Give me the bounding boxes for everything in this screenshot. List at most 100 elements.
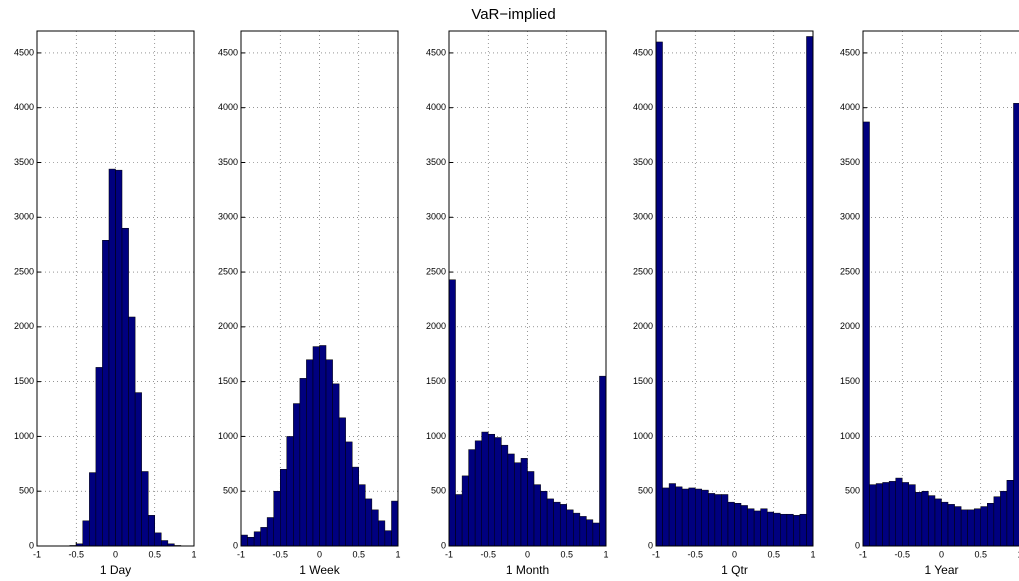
bar bbox=[747, 508, 755, 547]
x-axis-label: 1 Month bbox=[506, 563, 549, 577]
bar bbox=[721, 494, 729, 547]
bar bbox=[391, 500, 399, 547]
bar bbox=[599, 375, 607, 547]
y-tick-label: 3000 bbox=[633, 212, 653, 222]
y-tick-label: 3000 bbox=[218, 212, 238, 222]
y-tick-label: 2500 bbox=[840, 266, 860, 276]
bar bbox=[701, 489, 709, 547]
y-tick-label: 2000 bbox=[840, 321, 860, 331]
bar bbox=[727, 501, 735, 547]
bar bbox=[95, 367, 103, 547]
bar bbox=[533, 484, 541, 547]
bar bbox=[662, 487, 670, 547]
axes-box bbox=[655, 30, 814, 547]
y-tick-label: 2000 bbox=[633, 321, 653, 331]
x-tick-label: -0.5 bbox=[272, 549, 288, 559]
x-tick-label: -0.5 bbox=[687, 549, 703, 559]
bar bbox=[108, 168, 116, 547]
bar bbox=[973, 508, 981, 547]
bar bbox=[734, 503, 742, 547]
bar bbox=[869, 484, 877, 547]
bar bbox=[102, 240, 110, 547]
x-axis-label: 1 Year bbox=[924, 563, 958, 577]
bar bbox=[293, 403, 301, 547]
y-tick-label: 3500 bbox=[633, 157, 653, 167]
y-tick-label: 1500 bbox=[633, 376, 653, 386]
bar bbox=[895, 477, 903, 547]
y-tick-label: 0 bbox=[855, 540, 860, 550]
x-axis-label: 1 Day bbox=[100, 563, 131, 577]
y-tick-label: 4000 bbox=[426, 102, 446, 112]
bar bbox=[806, 36, 814, 547]
chart-title: VaR−implied bbox=[471, 6, 555, 23]
y-tick-label: 500 bbox=[431, 486, 446, 496]
bar bbox=[987, 503, 995, 547]
bar bbox=[941, 501, 949, 547]
x-tick-label: -1 bbox=[859, 549, 867, 559]
x-tick-label: 1 bbox=[1017, 549, 1019, 559]
x-tick-label: 1 bbox=[191, 549, 196, 559]
bar bbox=[753, 510, 761, 547]
bar bbox=[468, 449, 476, 547]
y-tick-label: 4000 bbox=[840, 102, 860, 112]
bar bbox=[161, 540, 169, 547]
y-tick-label: 0 bbox=[29, 540, 34, 550]
bar bbox=[455, 494, 463, 547]
plot-area bbox=[863, 31, 1019, 546]
bar bbox=[260, 527, 268, 547]
x-tick-label: -0.5 bbox=[68, 549, 84, 559]
bar bbox=[154, 532, 162, 547]
bar bbox=[527, 471, 535, 547]
bar bbox=[655, 41, 663, 547]
bar bbox=[573, 512, 581, 547]
bar bbox=[773, 512, 781, 547]
bar bbox=[559, 504, 567, 547]
bar bbox=[240, 534, 248, 547]
y-tick-label: 2500 bbox=[633, 266, 653, 276]
bar bbox=[461, 475, 469, 547]
axes-box bbox=[448, 30, 607, 547]
bar bbox=[586, 519, 594, 547]
bar bbox=[592, 522, 600, 547]
y-tick-label: 4000 bbox=[218, 102, 238, 112]
bar bbox=[760, 508, 768, 547]
y-tick-label: 2000 bbox=[14, 321, 34, 331]
bar bbox=[921, 490, 929, 547]
bar bbox=[553, 501, 561, 547]
bar bbox=[980, 506, 988, 547]
bar bbox=[371, 509, 379, 547]
bar bbox=[147, 515, 155, 547]
x-tick-label: -0.5 bbox=[894, 549, 910, 559]
bar bbox=[286, 436, 294, 547]
bar bbox=[378, 520, 386, 547]
bar bbox=[82, 520, 90, 547]
plot-area bbox=[656, 31, 813, 546]
y-tick-label: 4500 bbox=[426, 47, 446, 57]
y-tick-label: 1000 bbox=[633, 431, 653, 441]
bar bbox=[332, 383, 340, 547]
y-tick-label: 4000 bbox=[633, 102, 653, 112]
bar bbox=[501, 444, 509, 547]
bar bbox=[566, 509, 574, 547]
y-tick-label: 500 bbox=[223, 486, 238, 496]
y-tick-label: 2500 bbox=[218, 266, 238, 276]
bar bbox=[780, 513, 788, 547]
y-tick-label: 1000 bbox=[840, 431, 860, 441]
x-axis-label: 1 Week bbox=[299, 563, 340, 577]
bar bbox=[253, 531, 261, 547]
y-tick-label: 0 bbox=[648, 540, 653, 550]
bar bbox=[325, 359, 333, 547]
bar bbox=[688, 487, 696, 547]
y-tick-label: 1000 bbox=[426, 431, 446, 441]
x-tick-label: 1 bbox=[810, 549, 815, 559]
bar bbox=[507, 453, 515, 547]
x-tick-label: -1 bbox=[652, 549, 660, 559]
y-tick-label: 4500 bbox=[840, 47, 860, 57]
bar bbox=[882, 482, 890, 547]
bar bbox=[888, 481, 896, 547]
bar bbox=[494, 437, 502, 547]
bar bbox=[915, 492, 923, 547]
y-tick-label: 2000 bbox=[218, 321, 238, 331]
x-tick-label: 0.5 bbox=[974, 549, 987, 559]
